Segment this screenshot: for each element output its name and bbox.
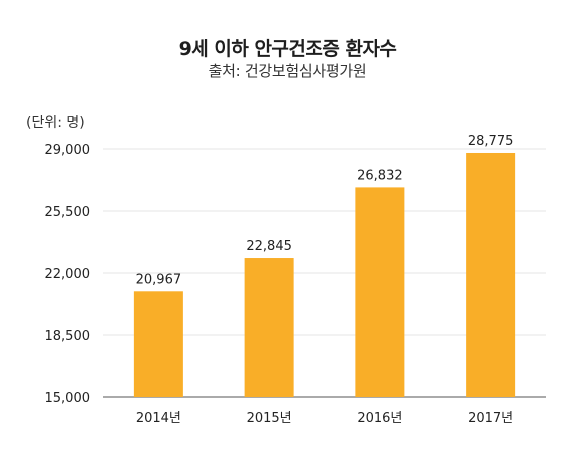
chart-subtitle: 출처: 건강보험심사평가원 [208, 62, 367, 80]
y-tick-label: 25,500 [45, 205, 91, 220]
unit-label: (단위: 명) [26, 115, 85, 131]
bar [244, 258, 294, 397]
data-label: 28,775 [468, 134, 514, 149]
y-tick-label: 18,500 [45, 329, 91, 344]
x-tick-label: 2015년 [247, 411, 292, 426]
x-tick-label: 2014년 [136, 411, 181, 426]
data-label: 20,967 [136, 272, 182, 287]
y-tick-label: 15,000 [45, 391, 91, 406]
x-tick-label: 2016년 [357, 411, 402, 426]
chart-title: 9세 이하 안구건조증 환자수 [178, 38, 397, 60]
bar [466, 152, 516, 397]
bar [133, 291, 183, 397]
y-tick-label: 22,000 [45, 267, 91, 282]
data-label: 22,845 [246, 239, 292, 254]
data-label: 26,832 [357, 168, 403, 183]
y-tick-label: 29,000 [45, 143, 91, 158]
bar [355, 187, 405, 397]
x-tick-label: 2017년 [468, 411, 513, 426]
